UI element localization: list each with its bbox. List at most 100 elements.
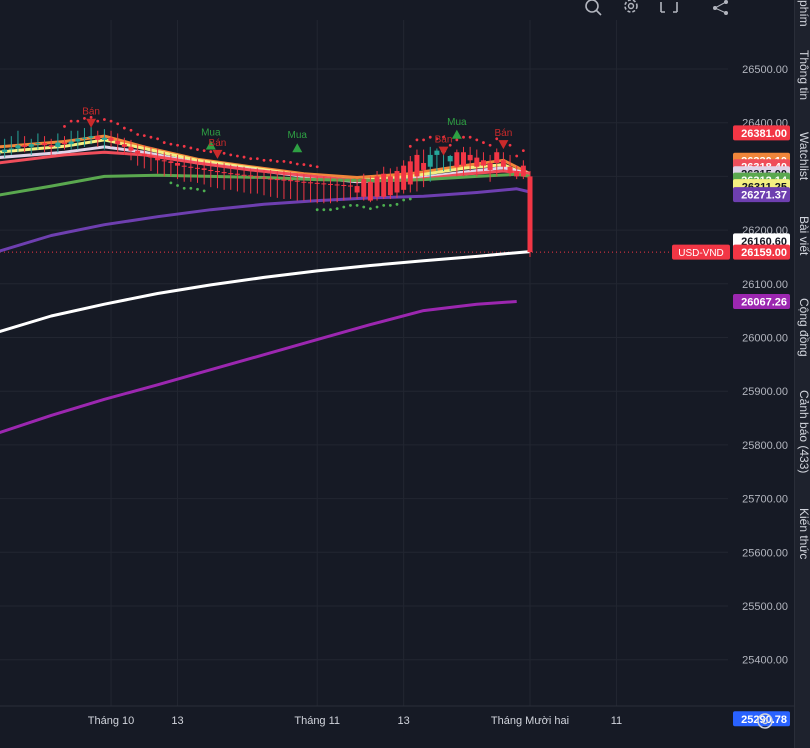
candle-body [394, 171, 400, 193]
fullscreen-icon[interactable] [658, 0, 680, 16]
candle-body [15, 145, 21, 149]
price-tags: 26381.0026330.1026318.4026315.0026312.14… [672, 125, 790, 727]
candle-body [22, 145, 28, 147]
target-icon[interactable] [582, 0, 604, 16]
candle-body [434, 150, 440, 155]
sar-dot [169, 142, 173, 146]
price-tag [733, 244, 790, 260]
axis-settings-icon[interactable] [757, 713, 773, 729]
candle-body [8, 148, 14, 150]
sidebar-item-watchlist[interactable]: Watchlist [797, 132, 810, 181]
symbol-tag-label: USD-VND [678, 248, 724, 259]
time-tick-label: Tháng 11 [294, 715, 340, 727]
candle-body [48, 145, 54, 147]
price-tick-label: 26100.00 [742, 279, 788, 291]
candle-body [141, 153, 147, 156]
candle-body [2, 149, 8, 153]
signal-label: Mua [288, 130, 308, 141]
series-line-ma-white [0, 250, 531, 334]
candle-body [95, 136, 101, 140]
sar-dot [162, 141, 166, 144]
signal-label: Bán [435, 135, 453, 146]
time-tick-label: 13 [171, 715, 183, 727]
candle-body [281, 179, 287, 181]
sar-dot [349, 203, 352, 207]
sar-dot [475, 138, 479, 142]
sar-dot [455, 138, 459, 142]
sar-dot [136, 133, 140, 136]
price-axis: 26500.0026400.0026300.0026200.0026100.00… [728, 0, 794, 748]
sar-dot [335, 207, 339, 211]
candle-body [68, 141, 74, 145]
time-tick-label: 11 [611, 715, 622, 727]
candle-body [241, 174, 247, 176]
candle-body [308, 182, 314, 184]
moving-averages [0, 134, 531, 435]
sar-dot [482, 141, 485, 144]
sar-dot [229, 153, 233, 157]
signal-label: Bán [82, 107, 100, 118]
sar-dot [362, 205, 366, 209]
sidebar-item-canh-bao[interactable]: Cảnh báo (433) [797, 390, 810, 474]
price-tick-label: 25600.00 [742, 547, 788, 559]
price-axis-bg [728, 0, 794, 748]
candle-body [161, 160, 167, 162]
sar-dot [315, 208, 319, 212]
sar-dot [402, 198, 406, 202]
sar-dots [63, 115, 525, 212]
time-axis: Tháng 10 13 Tháng 11 13 Tháng Mười hai 11 [0, 705, 794, 748]
price-tag [733, 294, 790, 310]
candle-body [474, 157, 480, 167]
candle-body [401, 165, 407, 190]
sidebar-item-cong-dong[interactable]: Cộng đồng [797, 298, 810, 357]
sar-dot [369, 207, 372, 211]
sidebar-item-bai-viet[interactable]: Bài viết [797, 216, 810, 256]
sar-dot [202, 189, 206, 193]
sar-dot [408, 197, 412, 201]
candle-body [454, 152, 460, 167]
sar-dot [196, 187, 199, 191]
sar-dot [428, 135, 432, 139]
sar-dot [375, 205, 379, 209]
candle-body [188, 166, 194, 168]
candle-body [461, 152, 466, 166]
right-sidebar: phím Thông tin Watchlist Bài viết Cộng đ… [794, 0, 810, 748]
sar-dot [89, 115, 93, 119]
sar-dot [295, 162, 299, 166]
candle-body [81, 137, 87, 139]
sar-dot [176, 143, 179, 147]
price-tag-value: 26381.00 [741, 128, 787, 140]
sar-dot [315, 165, 319, 169]
sar-dot [142, 134, 146, 137]
candle-body [168, 161, 174, 163]
series-line-ma-purple [0, 187, 531, 253]
candle-body [301, 181, 307, 183]
symbol-tag [672, 244, 730, 260]
sidebar-item-kien-thuc[interactable]: Kiến thức [797, 508, 810, 560]
time-tick-label: Tháng Mười hai [491, 715, 569, 727]
sar-dot [96, 119, 100, 123]
candle-body [214, 171, 220, 173]
candle-body [108, 137, 114, 141]
candle-body [294, 180, 300, 182]
sar-dot [63, 125, 66, 128]
share-icon[interactable] [710, 0, 732, 16]
sar-dot [149, 135, 153, 139]
price-tag-value: 26067.26 [741, 297, 787, 309]
candle-body [42, 143, 48, 146]
sidebar-item-phim[interactable]: phím [797, 0, 810, 27]
sar-dot [488, 143, 492, 147]
signal-marker [498, 140, 509, 150]
sar-dot [408, 144, 412, 148]
candle-body [407, 161, 413, 185]
sar-dot [269, 158, 273, 162]
candle-body [288, 180, 294, 182]
candle-body [374, 176, 380, 197]
gear-icon[interactable] [620, 0, 642, 16]
sidebar-item-thong-tin[interactable]: Thông tin [797, 50, 810, 101]
candle-body [0, 152, 1, 155]
candle-body [494, 152, 500, 163]
sar-dot [395, 202, 399, 206]
candle-body [75, 138, 81, 142]
